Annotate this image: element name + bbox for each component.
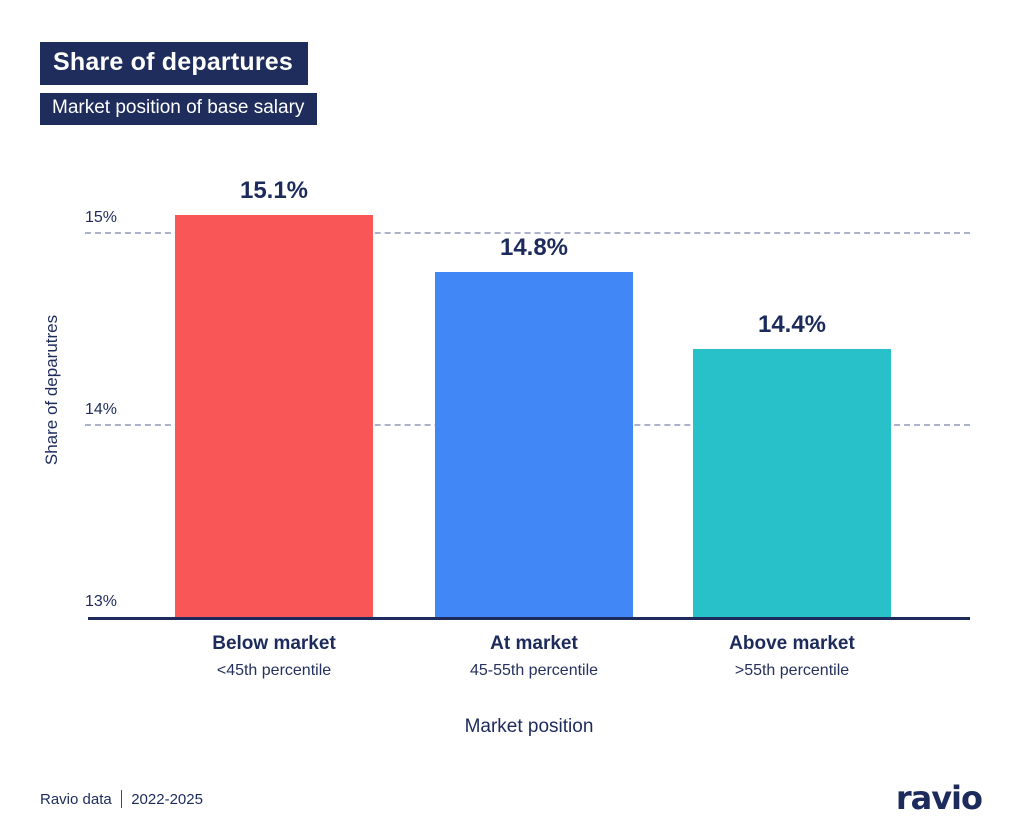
category-label: At market [490,633,578,654]
source-period: 2022-2025 [131,790,203,808]
category-sublabel: <45th percentile [216,662,332,679]
x-category-labels: Below market <45th percentile At market … [88,633,970,693]
bar-value-label: 15.1% [239,176,309,204]
bar-group-below-market: 15.1% [175,150,373,618]
category-label: Below market [212,633,336,654]
bar-value-label: 14.4% [757,311,827,339]
ravio-logo: ravio [895,779,983,817]
x-label-below-market: Below market <45th percentile [175,633,373,680]
bar-group-above-market: 14.4% [693,150,891,618]
chart-title: Share of departures [40,42,308,85]
footer-divider [120,790,123,808]
source-label: Ravio data [40,790,112,808]
bar-above-market [693,349,891,618]
category-label: Above market [729,633,855,654]
category-sublabel: >55th percentile [734,662,850,679]
y-tick-14: 14% [85,401,118,418]
bar-below-market [175,214,373,618]
x-axis-line [88,617,970,620]
x-axis-title: Market position [464,716,594,737]
title-block: Share of departures Market position of b… [40,42,318,125]
category-sublabel: 45-55th percentile [469,662,599,679]
bar-at-market [435,272,633,618]
footer-source: Ravio data 2022-2025 [40,790,203,808]
y-tick-15: 15% [85,209,118,226]
y-axis-title: Share of deparutres [42,314,61,466]
chart-subtitle: Market position of base salary [40,93,318,125]
plot-area: 15% 14% 13% 15.1% 14.8% 14.4% [85,150,970,620]
x-label-above-market: Above market >55th percentile [693,633,891,680]
gridline-15pct [85,232,970,234]
x-label-at-market: At market 45-55th percentile [435,633,633,680]
bar-value-label: 14.8% [499,234,569,262]
y-tick-13: 13% [85,593,118,610]
bar-group-at-market: 14.8% [435,150,633,618]
